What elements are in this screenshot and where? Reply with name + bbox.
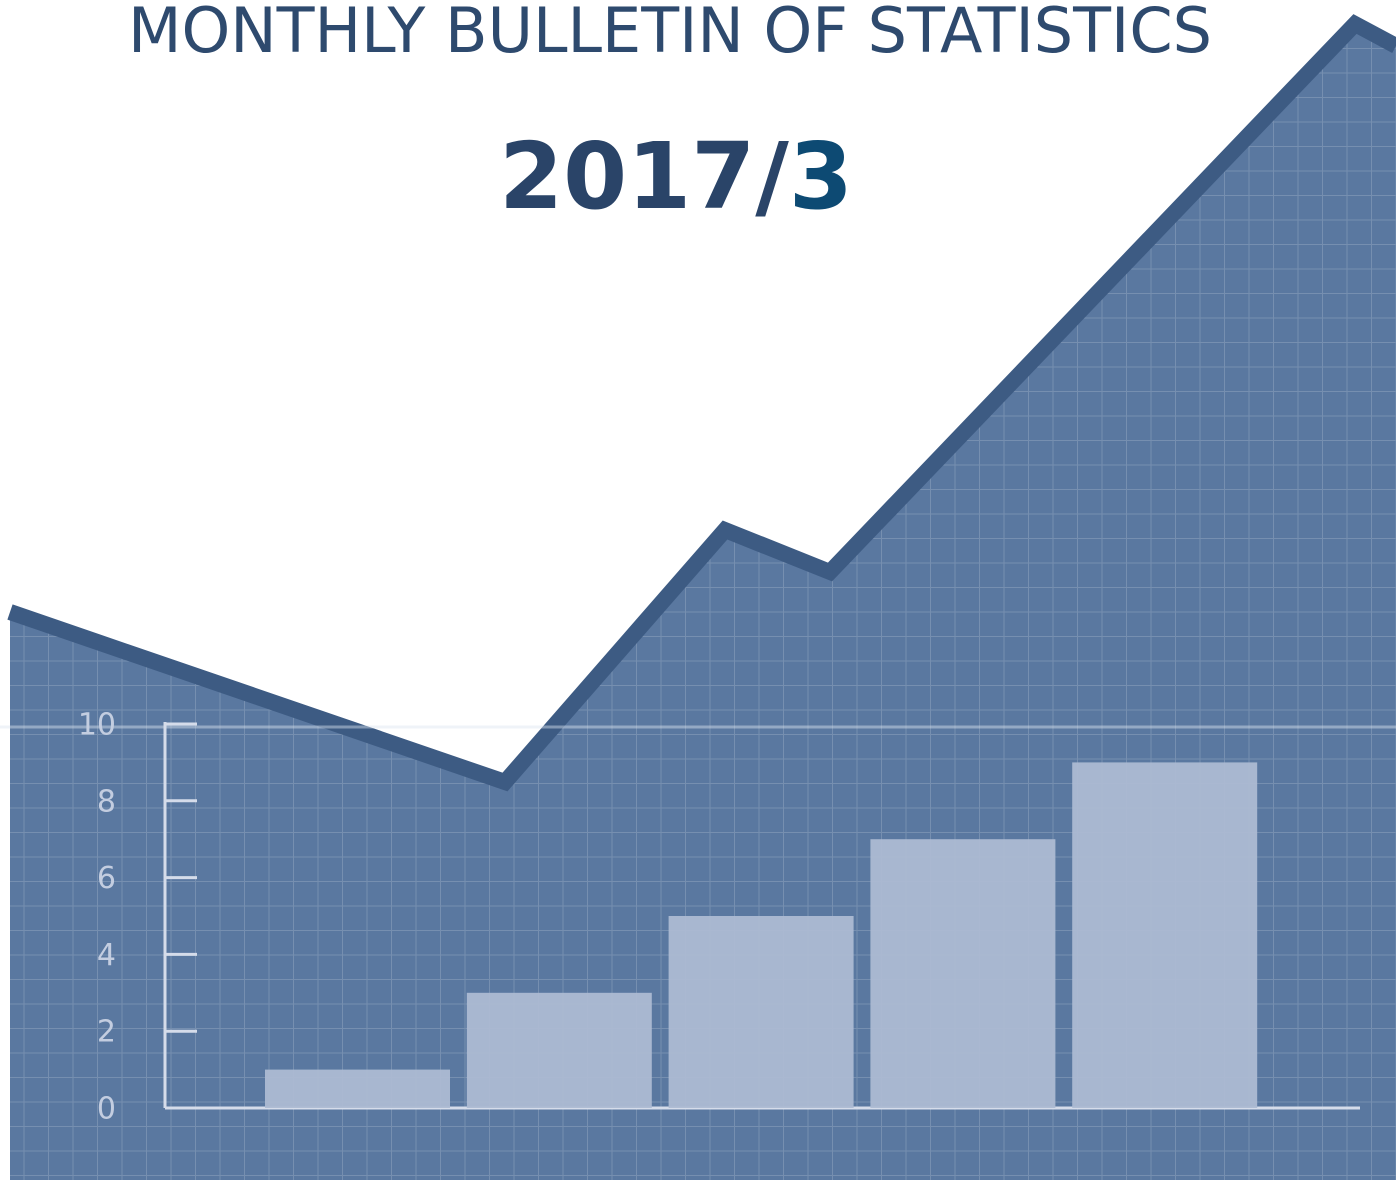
title: MONTHLY BULLETIN OF STATISTICS	[128, 0, 1212, 67]
issue: 2017/3	[499, 123, 853, 230]
y-tick-label: 10	[78, 708, 116, 743]
background-line	[7, 14, 1396, 792]
bar	[870, 839, 1056, 1108]
bar	[1072, 762, 1258, 1108]
bar	[466, 992, 652, 1108]
y-tick-label: 4	[97, 938, 116, 973]
y-tick-label: 6	[97, 861, 116, 896]
bar	[668, 916, 854, 1108]
chart: 0 2 4 6 8 10	[0, 708, 1396, 1127]
y-tick-label: 2	[97, 1015, 116, 1050]
bar	[265, 1069, 450, 1108]
issue-month: 3	[789, 123, 853, 230]
y-tick-label: 0	[97, 1092, 116, 1127]
issue-year: 2017/	[499, 123, 789, 230]
y-tick-label: 8	[97, 784, 116, 819]
